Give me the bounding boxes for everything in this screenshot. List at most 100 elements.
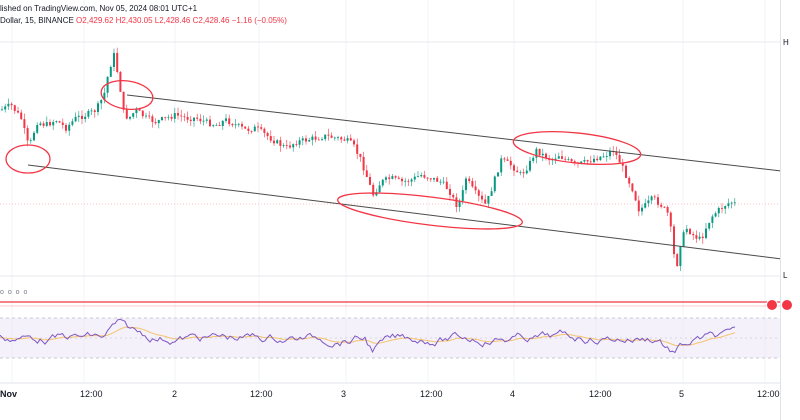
time-label: 12:00 [589,389,612,399]
candle-body [618,155,621,163]
candle-body [298,140,301,145]
candle-body [442,181,445,183]
candle-body [647,200,650,204]
candle-body [103,92,106,100]
candle-body [212,125,215,127]
candle-body [237,123,240,125]
candle-body [52,122,55,126]
candle-body [314,136,317,140]
candle-body [452,194,455,198]
candle-body [394,176,397,178]
flag-icon[interactable] [781,299,793,311]
candle-body [321,139,323,140]
flag-icon[interactable] [766,299,778,311]
candle-body [68,124,71,131]
candle-body [193,117,195,121]
candle-body [733,202,736,204]
candle-body [269,136,272,141]
candle-body [653,196,656,198]
candle-body [36,124,39,133]
candle-body [23,119,26,129]
candle-body [202,120,205,122]
candle-body [532,157,535,161]
candle-body [157,120,160,124]
channel-lower-line[interactable] [27,164,791,261]
time-label: 2 [172,389,178,399]
ellipse-annotation-1[interactable] [5,144,51,174]
candle-body [138,108,141,111]
symbol-info: Dollar, 15, BINANCE O2,429.62 H2,430.05 … [0,16,287,25]
candle-body [519,172,522,173]
candle-body [449,189,451,195]
candle-body [231,124,234,126]
candle-body [682,232,685,247]
candle-body [417,176,419,178]
candle-body [4,106,7,110]
price-axis[interactable] [780,0,800,420]
candle-body [90,110,93,112]
candle-body [586,160,589,162]
candle-body [401,178,403,182]
ohlc-values: O2,429.62 H2,430.05 L2,428.46 C2,428.46 … [76,16,287,25]
candle-body [698,236,701,239]
ellipse-annotation-2[interactable] [99,78,154,113]
candle-body [679,246,682,266]
candle-body [77,115,80,117]
time-label: 4 [510,389,516,399]
candle-body [445,181,448,190]
candle-body [593,158,595,163]
candle-body [301,138,304,141]
candle-body [353,140,355,145]
candle-body [369,176,371,185]
candle-body [113,52,115,67]
candle-body [308,140,311,142]
candle-body [490,191,493,196]
candle-body [279,140,282,146]
candle-body [397,177,400,179]
candle-body [234,124,237,126]
candle-body [148,115,151,117]
ellipse-annotation-4[interactable] [512,126,642,169]
candle-body [33,132,35,141]
candle-body [295,144,298,145]
candle-body [711,216,714,223]
candle-body [721,208,723,209]
candle-body [529,160,531,171]
candle-body [215,124,218,126]
candle-body [388,177,391,179]
price-axis-low-label: L [783,271,788,280]
candle-body [356,144,359,154]
candle-body [119,71,122,92]
time-label: 12:00 [420,389,443,399]
candle-body [244,126,247,129]
candle-body [391,176,394,179]
candle-body [423,175,426,178]
candle-body [170,116,173,119]
candle-body [55,121,58,123]
candle-body [337,137,339,139]
candle-body [708,222,711,229]
rsi-indicator-label[interactable]: o o o o [0,289,29,296]
candle-body [39,123,42,125]
candle-body [13,105,16,111]
candle-body [106,76,109,93]
candle-body [484,199,487,204]
candle-body [554,158,557,160]
time-label: 3 [341,389,347,399]
time-label: 12:00 [80,389,103,399]
candle-body [289,145,291,148]
candle-body [503,158,506,160]
candle-body [516,170,519,173]
candle-body [209,119,211,127]
candle-body [429,178,432,180]
ellipse-annotation-3[interactable] [336,186,524,236]
candle-body [7,103,10,107]
candle-body [311,136,314,141]
chart-published-caption: lished on TradingView.com, Nov 05, 2024 … [0,4,198,13]
candle-body [241,123,243,127]
candle-body [10,103,13,106]
channel-upper-line[interactable] [126,94,791,173]
candle-body [538,148,541,156]
candle-body [324,134,327,140]
